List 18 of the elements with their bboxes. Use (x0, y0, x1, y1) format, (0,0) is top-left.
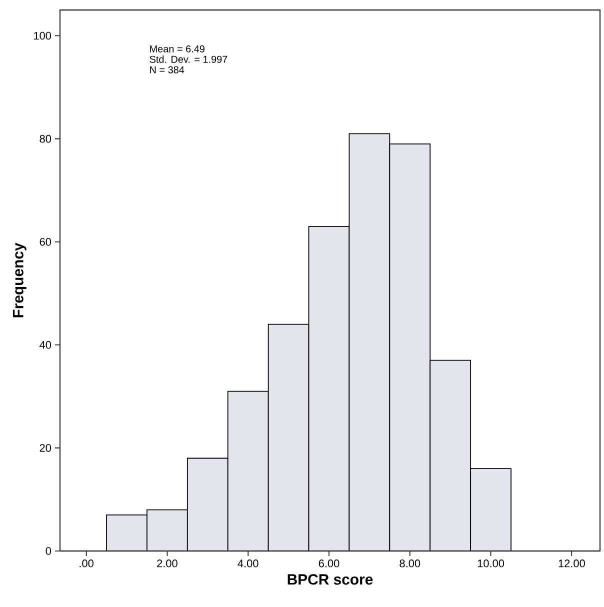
x-tick-label: 2.00 (157, 560, 178, 568)
y-tick-label: 80 (40, 134, 52, 143)
x-tick-label: 12.00 (558, 560, 585, 568)
x-axis-title: BPCR score (288, 574, 373, 585)
y-tick-label: 40 (40, 341, 52, 349)
x-tick-label: 10.00 (478, 560, 504, 568)
y-tick-label: 100 (34, 32, 52, 40)
x-tick-label: 8.00 (400, 560, 420, 568)
y-axis-title: Frequency (12, 242, 26, 318)
annotation: Std. Dev. = 1.997 (150, 56, 228, 63)
y-tick-label: 0 (46, 547, 52, 555)
x-tick-label: 4.00 (238, 560, 258, 568)
annotation: Mean = 6.49 (150, 45, 204, 52)
y-tick-label: 60 (40, 238, 52, 246)
annotation: N = 384 (150, 66, 184, 74)
x-tick-label: .00 (80, 560, 94, 568)
x-tick-label: 6.00 (318, 560, 340, 568)
y-tick-label: 20 (40, 444, 52, 452)
